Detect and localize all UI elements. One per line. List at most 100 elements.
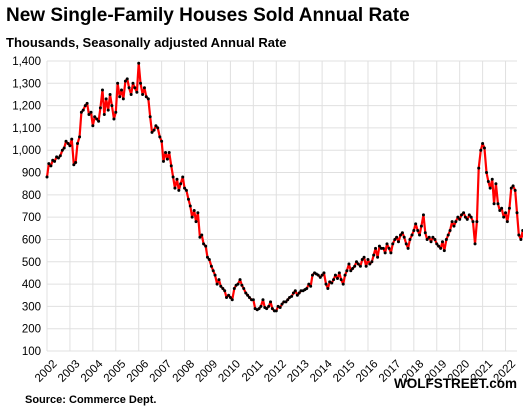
data-point bbox=[419, 224, 423, 228]
data-point bbox=[469, 215, 473, 219]
y-tick-label: 1,400 bbox=[12, 56, 41, 68]
data-point bbox=[341, 282, 345, 286]
data-point bbox=[205, 255, 209, 259]
data-point bbox=[196, 211, 200, 215]
chart-subtitle: Thousands, Seasonally adjusted Annual Ra… bbox=[6, 35, 287, 50]
data-point bbox=[360, 258, 364, 262]
data-point bbox=[353, 264, 357, 268]
data-point bbox=[492, 202, 496, 206]
data-point bbox=[377, 244, 381, 248]
data-point bbox=[181, 175, 185, 179]
data-point bbox=[238, 278, 242, 282]
data-point bbox=[376, 255, 380, 259]
data-point bbox=[368, 262, 372, 266]
data-point bbox=[171, 175, 175, 179]
data-point bbox=[429, 240, 433, 244]
data-point bbox=[402, 235, 406, 239]
data-point bbox=[396, 240, 400, 244]
data-point bbox=[284, 300, 288, 304]
data-point bbox=[274, 309, 278, 313]
data-point bbox=[309, 284, 313, 288]
data-point bbox=[70, 137, 74, 141]
data-line bbox=[45, 62, 523, 312]
x-tick-label: 2003 bbox=[56, 358, 83, 385]
x-tick-label: 2016 bbox=[354, 358, 381, 385]
data-point bbox=[385, 242, 389, 246]
data-point bbox=[131, 81, 135, 85]
data-point bbox=[439, 246, 443, 250]
data-point bbox=[194, 220, 198, 224]
data-point bbox=[85, 101, 89, 105]
data-point bbox=[95, 117, 99, 121]
data-point bbox=[400, 231, 404, 235]
data-point bbox=[383, 251, 387, 255]
data-point bbox=[242, 287, 246, 291]
y-tick-label: 1,000 bbox=[12, 145, 41, 157]
data-point bbox=[490, 177, 494, 181]
data-point bbox=[102, 113, 106, 117]
y-tick-label: 100 bbox=[22, 346, 41, 358]
data-point bbox=[118, 95, 122, 99]
data-point bbox=[299, 289, 303, 293]
data-point bbox=[389, 251, 393, 255]
data-point bbox=[79, 110, 83, 114]
x-tick-label: 2010 bbox=[216, 358, 243, 385]
data-point bbox=[278, 306, 282, 309]
data-point bbox=[416, 229, 420, 233]
data-point bbox=[494, 182, 498, 186]
data-point bbox=[372, 253, 376, 257]
data-point bbox=[316, 273, 320, 277]
x-tick-label: 2005 bbox=[102, 358, 129, 385]
data-point bbox=[169, 164, 173, 168]
y-tick-label: 200 bbox=[22, 324, 41, 336]
data-point bbox=[502, 215, 506, 219]
data-point bbox=[366, 258, 370, 262]
data-point bbox=[345, 269, 349, 273]
data-point bbox=[152, 128, 156, 132]
data-point bbox=[507, 206, 511, 210]
data-point bbox=[177, 188, 181, 192]
data-point bbox=[408, 237, 412, 241]
data-point bbox=[160, 139, 164, 143]
data-point bbox=[53, 159, 57, 163]
data-point bbox=[421, 213, 425, 217]
data-point bbox=[192, 208, 196, 212]
data-point bbox=[433, 237, 437, 241]
data-point bbox=[213, 273, 217, 277]
x-tick-label: 2004 bbox=[79, 358, 106, 385]
data-point bbox=[190, 215, 194, 219]
data-point bbox=[223, 289, 227, 293]
data-point bbox=[332, 278, 336, 282]
data-point bbox=[148, 115, 152, 119]
y-tick-label: 900 bbox=[22, 168, 41, 180]
data-point bbox=[112, 117, 116, 121]
data-point bbox=[56, 156, 60, 160]
data-point bbox=[454, 220, 458, 224]
data-point bbox=[100, 88, 104, 92]
data-point bbox=[427, 235, 431, 239]
data-point bbox=[351, 266, 355, 270]
x-tick-label: 2002 bbox=[33, 358, 60, 385]
data-point bbox=[473, 242, 477, 246]
data-point bbox=[286, 298, 290, 302]
data-point bbox=[431, 235, 435, 239]
data-point bbox=[496, 202, 500, 206]
data-point bbox=[355, 260, 359, 264]
data-point bbox=[265, 307, 269, 311]
data-point bbox=[446, 233, 450, 237]
data-point bbox=[481, 142, 485, 146]
data-point bbox=[460, 213, 464, 217]
data-point bbox=[116, 81, 120, 85]
y-tick-label: 1,100 bbox=[12, 123, 41, 135]
data-point bbox=[393, 237, 397, 241]
data-point bbox=[475, 220, 479, 224]
data-point bbox=[173, 186, 177, 190]
data-point bbox=[479, 148, 483, 152]
data-point bbox=[406, 246, 410, 250]
data-point bbox=[515, 211, 519, 215]
y-tick-label: 400 bbox=[22, 279, 41, 291]
data-point bbox=[488, 186, 492, 190]
data-point bbox=[387, 246, 391, 250]
data-point bbox=[305, 287, 309, 291]
data-point bbox=[66, 142, 70, 146]
